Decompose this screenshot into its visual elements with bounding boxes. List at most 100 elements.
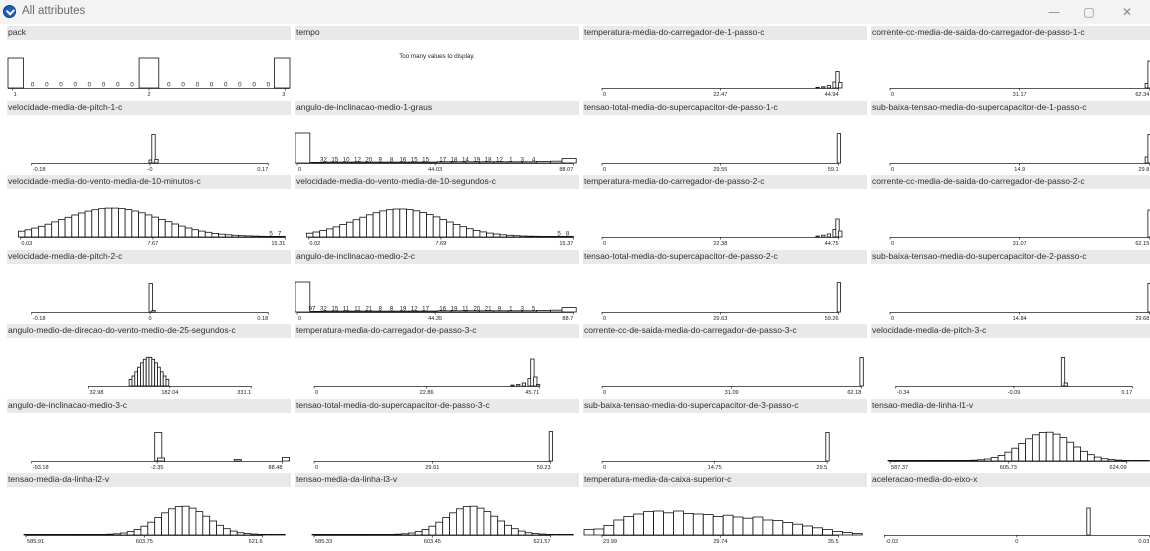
bin-count-label: 1 — [509, 305, 513, 312]
minimize-button[interactable]: — — [1048, 5, 1060, 19]
attribute-cell[interactable]: angulo-de-inclinacao-medio-3-c -93.18 -2.3… — [7, 398, 291, 470]
histogram-bar — [535, 309, 551, 312]
histogram-bar — [78, 212, 86, 238]
attribute-cell[interactable]: angulo-de-inclinacao-medio-2-c 97 32 15 11 11… — [295, 249, 579, 321]
histogram-plot: 585.91 603.75 621.6 — [23, 505, 286, 544]
attribute-name: tensao-total-media-do-supercapacitor-de-… — [584, 250, 778, 261]
attribute-cell[interactable]: tensao-total-media-do-supercapacitor-de-… — [295, 398, 579, 470]
histogram-plot: 0 29.63 59.26 — [601, 281, 841, 321]
x-tick-label: 621.57 — [533, 539, 550, 544]
attribute-cell[interactable]: tensao-total-media-do-supercapacitor-de-… — [583, 100, 867, 172]
attribute-cell[interactable]: corrente-cc-media-de-saida-do-carregador… — [871, 175, 1150, 246]
attribute-cell[interactable]: sub-baixa-tensao-media-do-supercapacitor… — [583, 398, 867, 470]
bin-count-label: 97 — [309, 305, 316, 312]
x-tick-label: 15.31 — [271, 241, 285, 246]
histogram-bar — [264, 534, 273, 536]
attribute-cell[interactable]: velocidade-media-do-vento-media-de-10-mi… — [7, 175, 291, 246]
attribute-name: temperatura-media-do-carregador-de-1-pas… — [584, 27, 765, 37]
histogram-bar — [379, 210, 387, 238]
x-tick-label: -0.18 — [33, 167, 46, 172]
bin-count-label: 18 — [451, 156, 458, 163]
x-tick-label: 2 — [147, 92, 150, 97]
attribute-cell[interactable]: corrente-cc-de-saida-media-do-carregador… — [583, 324, 867, 395]
histogram-bar — [538, 533, 547, 536]
attribute-cell[interactable]: velocidade-media-de-pitch-3-c -0.34 -0.09 0… — [871, 324, 1150, 395]
histogram-bar — [673, 510, 684, 536]
histogram-bar — [530, 358, 535, 387]
attribute-cell[interactable]: temperatura-media-do-carregador-de-passo… — [295, 324, 579, 395]
histogram-bar — [144, 214, 153, 238]
attribute-name: tensao-media-da-linha-l3-v — [296, 474, 398, 484]
attribute-cell[interactable]: sub-baixa-tensao-media-do-supercapacitor… — [871, 100, 1150, 172]
histogram-bar — [318, 534, 327, 536]
histogram-bar — [181, 505, 190, 536]
cell-header: sub-baixa-tensao-media-do-supercapacitor… — [583, 398, 867, 413]
histogram-plot: -0.34 -0.09 0.17 — [895, 357, 1133, 395]
maximize-button[interactable]: ▢ — [1083, 5, 1095, 19]
window-title: All attributes — [22, 5, 86, 17]
histogram-bar — [426, 214, 434, 238]
x-tick-label: 0 — [1015, 539, 1018, 544]
histogram-bar — [512, 235, 521, 238]
histogram-bar — [157, 457, 165, 461]
attribute-name: angulo-medio-de-direcao-do-vento-medio-d… — [8, 325, 236, 335]
attribute-cell[interactable]: corrente-cc-media-de-saida-do-carregador… — [871, 26, 1150, 97]
histogram-bar — [752, 516, 764, 536]
cell-header: temperatura-media-do-carregador-de-passo… — [295, 324, 579, 338]
attribute-cell[interactable]: sub-baixa-tensao-media-do-supercapacitor… — [871, 249, 1150, 321]
histogram-bar — [30, 534, 39, 536]
histogram-bar — [792, 523, 803, 536]
histogram-bar — [419, 212, 427, 238]
histogram-bar — [490, 515, 499, 536]
histogram-bar — [23, 534, 32, 536]
histogram-bar — [1063, 382, 1068, 387]
bin-count-label: 0 — [196, 82, 200, 89]
attribute-name: tensao-total-media-do-supercapacitor-de-… — [584, 101, 778, 112]
attribute-cell[interactable]: velocidade-media-do-vento-media-de-10-se… — [295, 175, 579, 246]
attribute-cell[interactable]: velocidade-media-de-pitch-1-c -0.18 -0 0.17 — [7, 100, 291, 172]
histogram-bar — [401, 533, 409, 536]
attribute-cell[interactable]: pack 0 0 0 0 0 0 0 0 0 0 0 0 0 0 0 0 1 2 3 — [7, 26, 291, 97]
x-tick-label: 621.6 — [249, 539, 263, 544]
attribute-cell[interactable]: aceleracao-media-do-eixo-x -0.02 0 0.03 — [871, 473, 1150, 544]
attribute-cell[interactable]: temperatura-media-do-carregador-de-1-pas… — [583, 26, 867, 97]
attribute-cell[interactable]: temperatura-media-da-caixa-superior-c 23.… — [583, 473, 867, 544]
attribute-cell[interactable]: tempo Too many values to display. — [295, 26, 579, 97]
attribute-cell[interactable]: tensao-media-de-linha-l1-v 587.37 605.73 62… — [871, 398, 1150, 470]
cell-header: velocidade-media-de-pitch-1-c — [7, 100, 291, 115]
histogram-bar — [198, 230, 206, 238]
histogram-bar — [455, 508, 464, 536]
histogram-bar — [532, 235, 541, 238]
cell-header: angulo-de-inclinacao-medio-3-c — [7, 398, 291, 413]
bin-count-label: 11 — [462, 305, 469, 312]
attribute-cell[interactable]: angulo-medio-de-direcao-do-vento-medio-d… — [7, 324, 291, 395]
histogram-bar — [583, 529, 595, 536]
histogram-bar — [835, 218, 840, 238]
histogram-plot: -93.18 -2.35 88.48 — [31, 431, 290, 470]
histogram-bar — [1060, 357, 1066, 387]
x-tick-label: 0 — [603, 241, 606, 246]
attribute-cell[interactable]: tensao-media-da-linha-l3-v 585.33 603.45 62… — [295, 473, 579, 544]
x-tick-label: 29.5 — [816, 465, 827, 470]
histogram-bar — [1025, 437, 1033, 461]
histogram-bar — [184, 227, 193, 238]
close-button[interactable]: ✕ — [1121, 5, 1133, 19]
histogram-bar — [151, 133, 156, 163]
histogram-bar — [1052, 433, 1061, 461]
x-tick-label: 29.74 — [713, 539, 727, 544]
attribute-cell[interactable]: temperatura-media-do-carregador-de-passo… — [583, 175, 867, 246]
x-tick-label: 0 — [603, 316, 606, 321]
attribute-cell[interactable]: tensao-total-media-do-supercapacitor-de-… — [583, 249, 867, 321]
cell-header: angulo-de-inclinacao-medio-1-graus — [295, 100, 579, 115]
attribute-cell[interactable]: velocidade-media-de-pitch-2-c -0.18 0 0.18 — [7, 249, 291, 321]
histogram-bar — [653, 510, 664, 536]
histogram-bar — [510, 528, 519, 536]
histogram-bar — [151, 309, 156, 312]
attribute-cell[interactable]: tensao-media-da-linha-l2-v 585.91 603.75 62… — [7, 473, 291, 544]
attribute-cell[interactable]: angulo-de-inclinacao-medio-1-graus 32 15 10… — [295, 100, 579, 172]
x-tick-label: 22.86 — [420, 390, 434, 395]
x-tick-label: 88.48 — [268, 465, 282, 470]
histogram-bar — [561, 306, 577, 312]
histogram-bar — [566, 236, 574, 238]
x-tick-label: 44.75 — [825, 241, 839, 246]
